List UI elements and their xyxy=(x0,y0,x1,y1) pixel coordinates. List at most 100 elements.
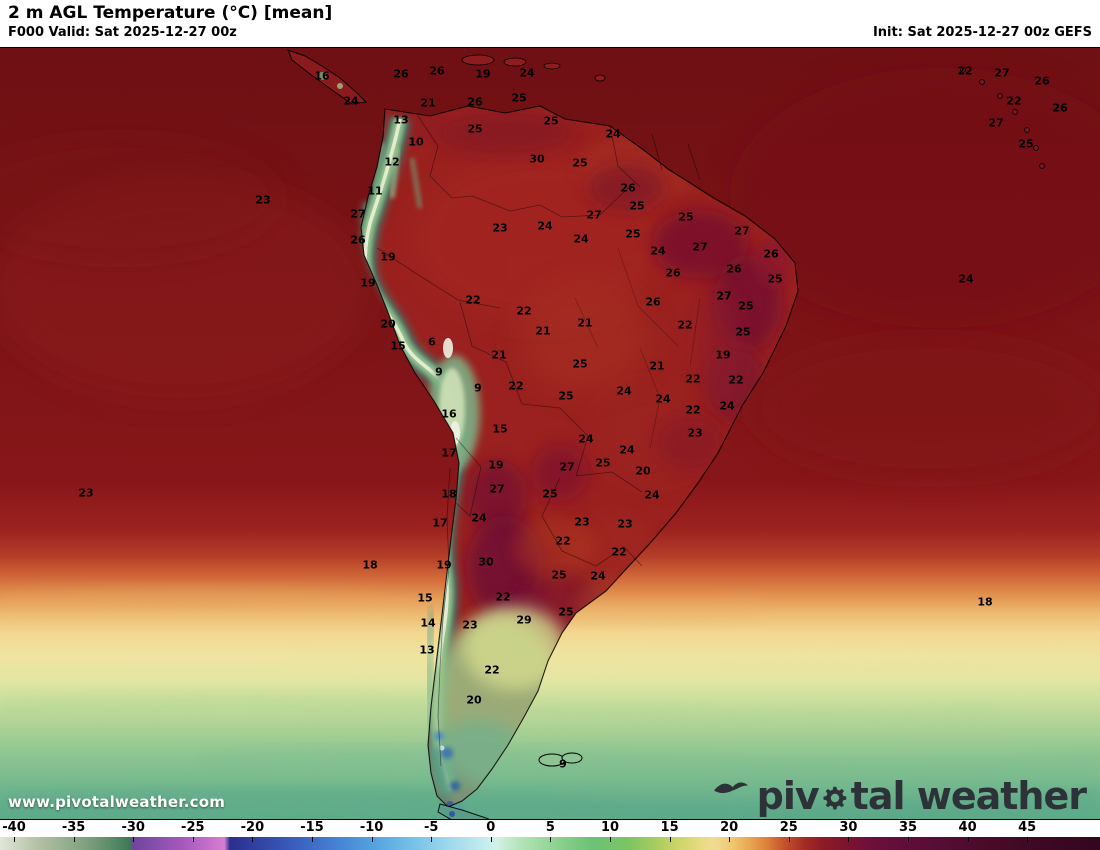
temp-label: 17 xyxy=(441,446,457,460)
temp-label: 20 xyxy=(466,693,482,707)
temp-label: 26 xyxy=(763,247,779,261)
temp-label: 26 xyxy=(1034,74,1050,88)
temp-label: 25 xyxy=(735,325,751,339)
temp-label: 30 xyxy=(529,152,545,166)
scale-tick-label: 10 xyxy=(600,820,620,835)
temp-label: 19 xyxy=(488,458,504,472)
temp-label: 25 xyxy=(678,210,694,224)
scale-tickmark xyxy=(550,837,552,842)
temperature-map-art xyxy=(0,48,1100,819)
temp-label: 22 xyxy=(685,403,701,417)
temp-label: 22 xyxy=(516,304,532,318)
temp-label: 26 xyxy=(665,266,681,280)
scale-tick-label: -10 xyxy=(359,820,384,835)
temp-label: 27 xyxy=(734,224,750,238)
temp-label: 9 xyxy=(435,365,443,379)
temp-label: 21 xyxy=(420,96,436,110)
scale-tickmark xyxy=(848,837,850,842)
temp-label: 26 xyxy=(393,67,409,81)
temp-label: 16 xyxy=(441,407,457,421)
scale-tick-label: -30 xyxy=(121,820,145,835)
temp-label: 26 xyxy=(620,181,636,195)
temp-label: 24 xyxy=(343,94,359,108)
temp-label: 24 xyxy=(605,127,621,141)
map-area: www.pivotalweather.com piv tal weather 1… xyxy=(0,47,1100,820)
gear-icon xyxy=(823,786,846,810)
temp-label: 24 xyxy=(719,399,735,413)
logo-text-post: tal weather xyxy=(850,774,1087,818)
temp-label: 25 xyxy=(511,91,527,105)
temp-label: 23 xyxy=(78,486,94,500)
temp-label: 22 xyxy=(1006,94,1022,108)
scale-tickmark xyxy=(431,837,433,842)
temp-label: 22 xyxy=(685,372,701,386)
scale-tick-label: 20 xyxy=(720,820,739,835)
temp-label: 24 xyxy=(519,66,535,80)
temp-label: 23 xyxy=(462,618,478,632)
scale-tickmark xyxy=(1027,837,1029,842)
scale-tickmark xyxy=(669,837,671,842)
scale-tick-label: 0 xyxy=(486,820,496,835)
temp-label: 30 xyxy=(478,555,494,569)
temp-label: 26 xyxy=(467,95,483,109)
temp-label: 23 xyxy=(492,221,508,235)
temp-label: 9 xyxy=(474,381,482,395)
init-time-label: Init: Sat 2025-12-27 00z GEFS xyxy=(872,25,1092,40)
temp-label: 21 xyxy=(577,316,593,330)
color-scale-bar xyxy=(0,837,1100,850)
scale-tick-label: 30 xyxy=(839,820,858,835)
scale-tickmark xyxy=(967,837,969,842)
temp-label: 15 xyxy=(390,339,406,353)
temp-label: 22 xyxy=(465,293,481,307)
temp-label: 19 xyxy=(436,558,452,572)
temp-label: 27 xyxy=(350,207,366,221)
temp-label: 21 xyxy=(535,324,551,338)
scale-tick-label: 35 xyxy=(898,820,918,835)
temp-label: 25 xyxy=(572,156,588,170)
pivotal-weather-logo: piv tal weather xyxy=(713,774,1087,818)
temp-label: 21 xyxy=(491,348,507,362)
temp-label: 22 xyxy=(555,534,571,548)
temp-label: 24 xyxy=(578,432,594,446)
header: 2 m AGL Temperature (°C) [mean] F000 Val… xyxy=(0,0,1100,47)
temp-label: 26 xyxy=(350,233,366,247)
temp-label: 24 xyxy=(958,272,974,286)
temp-label: 22 xyxy=(677,318,693,332)
temp-label: 18 xyxy=(441,487,457,501)
temp-label: 26 xyxy=(429,64,445,78)
temp-label: 24 xyxy=(644,488,660,502)
temp-label: 25 xyxy=(767,272,783,286)
scale-tickmark xyxy=(14,837,15,842)
temp-label: 24 xyxy=(650,244,666,258)
temp-label: 6 xyxy=(428,335,436,349)
temp-label: 27 xyxy=(988,116,1004,130)
watermark-url: www.pivotalweather.com xyxy=(8,793,226,811)
scale-tick-label: 15 xyxy=(660,820,679,835)
temp-label: 22 xyxy=(728,373,744,387)
temp-label: 25 xyxy=(542,487,558,501)
temp-label: 25 xyxy=(625,227,641,241)
temp-label: 23 xyxy=(574,515,590,529)
temp-label: 26 xyxy=(645,295,661,309)
temp-label: 27 xyxy=(489,482,505,496)
temp-label: 26 xyxy=(1052,101,1068,115)
temp-label: 19 xyxy=(360,276,376,290)
temp-label: 25 xyxy=(551,568,567,582)
temp-label: 27 xyxy=(716,289,732,303)
temp-label: 15 xyxy=(492,422,508,436)
page-title: 2 m AGL Temperature (°C) [mean] xyxy=(8,3,333,23)
temp-label: 24 xyxy=(590,569,606,583)
temp-label: 16 xyxy=(314,69,330,83)
temp-label: 27 xyxy=(692,240,708,254)
temp-label: 23 xyxy=(617,517,633,531)
temp-label: 17 xyxy=(432,516,448,530)
scale-tick-label: 5 xyxy=(545,820,555,835)
temp-label: 11 xyxy=(367,184,383,198)
valid-time-label: F000 Valid: Sat 2025-12-27 00z xyxy=(8,25,237,40)
scale-tick-label: -5 xyxy=(423,820,439,835)
scale-tickmark xyxy=(371,837,373,842)
scale-tick-label: -25 xyxy=(181,820,205,835)
logo-text-pre: piv xyxy=(756,774,820,818)
temp-label: 25 xyxy=(543,114,559,128)
temp-label: 15 xyxy=(417,591,433,605)
